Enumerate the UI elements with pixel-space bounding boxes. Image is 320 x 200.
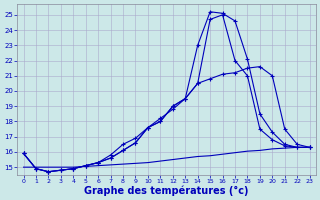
- X-axis label: Graphe des températures (°c): Graphe des températures (°c): [84, 185, 249, 196]
